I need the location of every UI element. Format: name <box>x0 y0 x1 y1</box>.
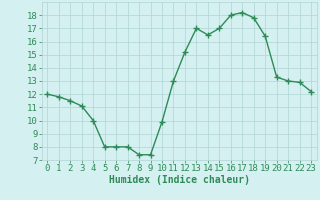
X-axis label: Humidex (Indice chaleur): Humidex (Indice chaleur) <box>109 175 250 185</box>
